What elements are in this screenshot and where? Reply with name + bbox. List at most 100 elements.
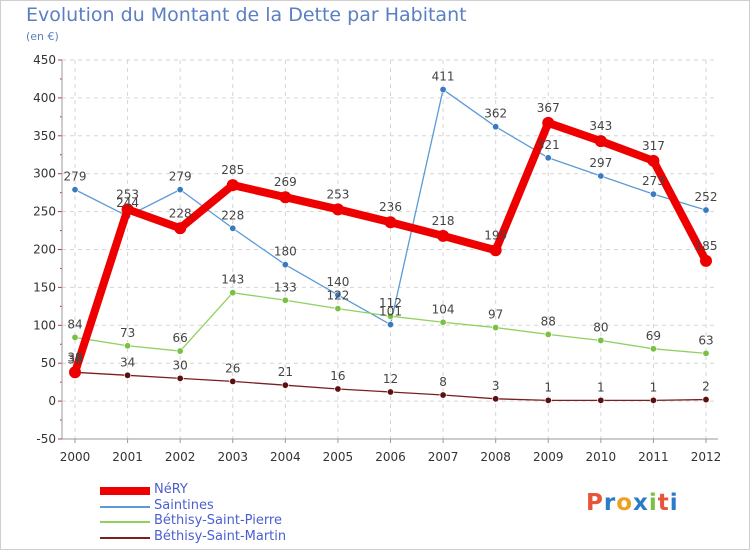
data-point-saintines [649, 190, 657, 198]
data-point-bethisy-saint-pierre [124, 342, 132, 350]
data-point-bethisy-saint-martin [124, 371, 132, 379]
data-point-nery [331, 203, 344, 216]
data-label-nery: 199 [484, 228, 507, 242]
data-point-nery [489, 244, 502, 257]
data-label-bethisy-saint-pierre: 122 [326, 289, 349, 303]
data-point-bethisy-saint-martin [649, 396, 657, 404]
data-label-bethisy-saint-martin: 38 [67, 352, 82, 366]
proxiti-logo: Proxiti [586, 490, 679, 516]
data-label-saintines: 297 [589, 156, 612, 170]
x-tick-label: 2010 [586, 450, 617, 464]
proxiti-logo-letter: o [616, 490, 634, 516]
data-label-nery: 367 [537, 101, 560, 115]
data-point-bethisy-saint-martin [439, 391, 447, 399]
y-tick-label: 300 [33, 167, 56, 181]
data-label-saintines: 273 [642, 174, 665, 188]
data-label-bethisy-saint-martin: 26 [225, 361, 240, 375]
y-tick-label: 400 [33, 91, 56, 105]
data-point-nery [121, 203, 134, 216]
y-tick-label: 150 [33, 280, 56, 294]
data-point-nery [594, 135, 607, 148]
data-label-bethisy-saint-martin: 8 [439, 375, 447, 389]
data-label-bethisy-saint-martin: 12 [383, 372, 398, 386]
data-point-saintines [386, 321, 394, 329]
data-label-bethisy-saint-martin: 2 [702, 380, 710, 394]
data-point-bethisy-saint-pierre [439, 318, 447, 326]
proxiti-logo-letter: i [648, 490, 658, 516]
data-label-bethisy-saint-martin: 21 [278, 365, 293, 379]
data-point-bethisy-saint-martin [386, 388, 394, 396]
x-tick-label: 2001 [112, 450, 143, 464]
data-point-nery [437, 229, 450, 242]
data-label-bethisy-saint-martin: 16 [330, 369, 345, 383]
data-point-saintines [71, 186, 79, 194]
data-label-bethisy-saint-martin: 1 [597, 380, 605, 394]
data-point-bethisy-saint-martin [702, 396, 710, 404]
data-point-saintines [176, 186, 184, 194]
data-point-bethisy-saint-pierre [229, 289, 237, 297]
y-tick-label: 50 [41, 356, 56, 370]
chart-title: Evolution du Montant de la Dette par Hab… [26, 4, 467, 26]
legend-label-bethisy-saint-pierre: Béthisy-Saint-Pierre [154, 513, 282, 528]
data-label-bethisy-saint-martin: 30 [173, 358, 188, 372]
data-label-bethisy-saint-pierre: 112 [379, 296, 402, 310]
data-label-bethisy-saint-pierre: 84 [67, 317, 82, 331]
data-label-bethisy-saint-martin: 3 [492, 379, 500, 393]
data-point-bethisy-saint-martin [492, 395, 500, 403]
data-label-bethisy-saint-pierre: 97 [488, 308, 503, 322]
data-point-bethisy-saint-martin [334, 385, 342, 393]
data-label-saintines: 411 [432, 70, 455, 84]
x-tick-label: 2012 [691, 450, 722, 464]
data-label-bethisy-saint-martin: 1 [650, 380, 658, 394]
proxiti-logo-letter: r [603, 490, 617, 516]
data-label-nery: 185 [695, 239, 718, 253]
data-point-bethisy-saint-pierre [71, 333, 79, 341]
y-tick-label: 0 [48, 394, 56, 408]
x-tick-label: 2007 [428, 450, 459, 464]
data-label-bethisy-saint-pierre: 63 [698, 333, 713, 347]
data-label-saintines: 279 [64, 170, 87, 184]
data-point-saintines [702, 206, 710, 214]
data-label-bethisy-saint-martin: 1 [544, 380, 552, 394]
data-label-nery: 285 [221, 163, 244, 177]
data-point-nery [174, 222, 187, 235]
data-point-bethisy-saint-pierre [597, 336, 605, 344]
data-point-bethisy-saint-pierre [649, 345, 657, 353]
proxiti-logo-letter: t [657, 490, 670, 516]
data-label-nery: 218 [432, 214, 455, 228]
x-tick-label: 2006 [375, 450, 406, 464]
data-label-saintines: 362 [484, 107, 507, 121]
data-point-bethisy-saint-pierre [386, 312, 394, 320]
y-tick-label: -50 [36, 432, 56, 446]
data-point-saintines [492, 123, 500, 131]
proxiti-logo-letter: P [586, 490, 604, 516]
data-label-nery: 343 [589, 119, 612, 133]
x-tick-label: 2008 [480, 450, 511, 464]
x-tick-label: 2005 [323, 450, 354, 464]
data-point-saintines [281, 261, 289, 269]
x-tick-label: 2000 [60, 450, 91, 464]
legend-swatch-saintines [100, 506, 150, 508]
data-point-bethisy-saint-martin [229, 377, 237, 385]
data-point-bethisy-saint-pierre [334, 305, 342, 313]
data-label-saintines: 321 [537, 138, 560, 152]
data-point-bethisy-saint-pierre [176, 347, 184, 355]
data-point-nery [647, 154, 660, 167]
data-label-saintines: 101 [379, 305, 402, 319]
proxiti-logo-letter: i [669, 490, 679, 516]
x-tick-label: 2002 [165, 450, 196, 464]
data-label-bethisy-saint-pierre: 69 [646, 329, 661, 343]
data-label-nery: 253 [116, 187, 139, 201]
x-tick-label: 2004 [270, 450, 301, 464]
data-point-bethisy-saint-pierre [281, 296, 289, 304]
legend-label-nery: NéRY [154, 482, 188, 497]
data-label-bethisy-saint-pierre: 143 [221, 273, 244, 287]
data-label-bethisy-saint-pierre: 73 [120, 326, 135, 340]
data-label-nery: 38 [67, 350, 82, 364]
legend-swatch-nery [100, 487, 150, 495]
data-label-saintines: 140 [326, 275, 349, 289]
data-label-bethisy-saint-martin: 34 [120, 355, 135, 369]
data-label-saintines: 180 [274, 245, 297, 259]
